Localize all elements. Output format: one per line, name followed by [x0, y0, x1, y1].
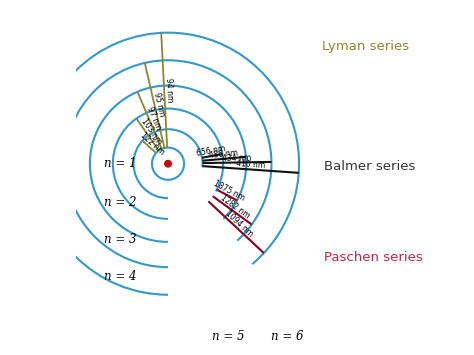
- Text: Lyman series: Lyman series: [322, 40, 409, 53]
- Text: 95 nm: 95 nm: [152, 92, 166, 118]
- Text: Paschen series: Paschen series: [324, 251, 423, 264]
- Text: n = 5: n = 5: [212, 330, 244, 343]
- Text: n = 6: n = 6: [272, 330, 304, 343]
- Text: 103 nm: 103 nm: [139, 118, 164, 147]
- Text: 656 nm: 656 nm: [196, 144, 227, 158]
- Text: 1282 nm: 1282 nm: [219, 193, 251, 220]
- Text: 122 nm: 122 nm: [138, 130, 166, 157]
- Text: n = 2: n = 2: [104, 196, 136, 209]
- Text: 486 nm: 486 nm: [209, 148, 238, 160]
- Text: 410 nm: 410 nm: [236, 159, 266, 170]
- Circle shape: [165, 160, 171, 167]
- Text: 1875 nm: 1875 nm: [212, 179, 246, 203]
- Text: 94 nm: 94 nm: [164, 78, 174, 102]
- Text: 1094 nm: 1094 nm: [224, 209, 255, 239]
- Text: 97 nm: 97 nm: [145, 105, 163, 132]
- Text: Balmer series: Balmer series: [324, 159, 416, 173]
- Text: n = 4: n = 4: [104, 270, 136, 283]
- Text: 434 nm: 434 nm: [222, 153, 252, 163]
- Text: n = 3: n = 3: [104, 233, 136, 246]
- Text: n = 1: n = 1: [104, 157, 136, 170]
